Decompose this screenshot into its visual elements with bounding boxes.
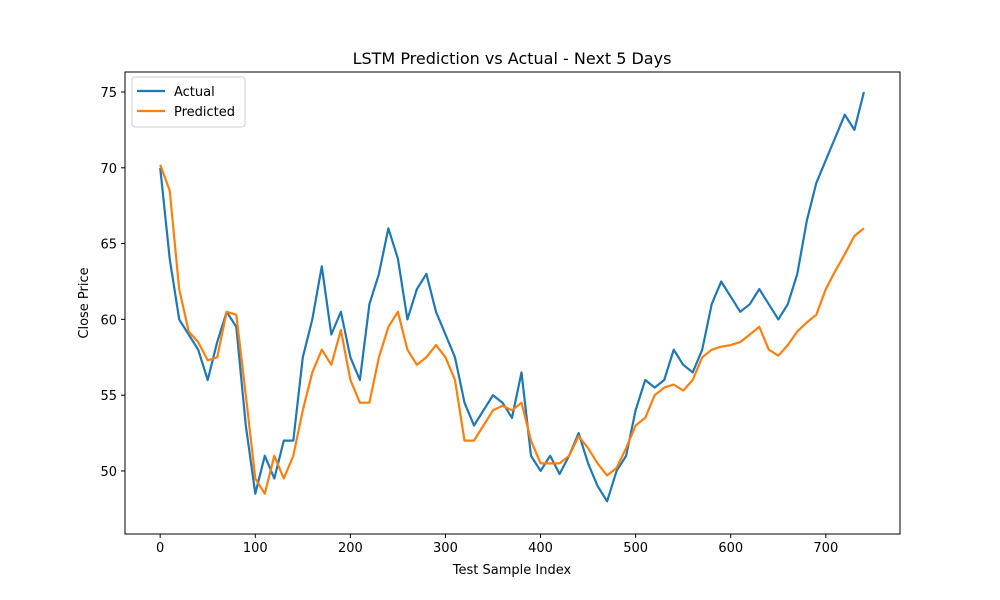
chart-title: LSTM Prediction vs Actual - Next 5 Days bbox=[353, 49, 672, 68]
y-tick-label: 75 bbox=[100, 86, 117, 101]
legend-label: Predicted bbox=[174, 105, 235, 120]
x-tick-label: 400 bbox=[528, 541, 553, 556]
legend-label: Actual bbox=[174, 85, 215, 100]
y-tick-label: 60 bbox=[100, 313, 117, 328]
y-tick-label: 50 bbox=[100, 465, 117, 480]
y-tick-label: 55 bbox=[100, 389, 117, 404]
x-tick-label: 0 bbox=[156, 541, 164, 556]
y-tick-label: 65 bbox=[100, 238, 117, 253]
x-tick-label: 300 bbox=[433, 541, 458, 556]
y-axis-label: Close Price bbox=[77, 267, 92, 338]
legend-box bbox=[131, 76, 246, 128]
x-tick-label: 200 bbox=[338, 541, 363, 556]
x-tick-label: 500 bbox=[623, 541, 648, 556]
x-tick-label: 600 bbox=[718, 541, 743, 556]
x-axis-label: Test Sample Index bbox=[452, 563, 572, 578]
series-line bbox=[159, 164, 865, 495]
series-line bbox=[159, 91, 865, 503]
x-tick-label: 100 bbox=[243, 541, 268, 556]
x-tick-label: 700 bbox=[813, 541, 838, 556]
plot-frame bbox=[124, 71, 901, 535]
y-tick-label: 70 bbox=[100, 162, 117, 177]
